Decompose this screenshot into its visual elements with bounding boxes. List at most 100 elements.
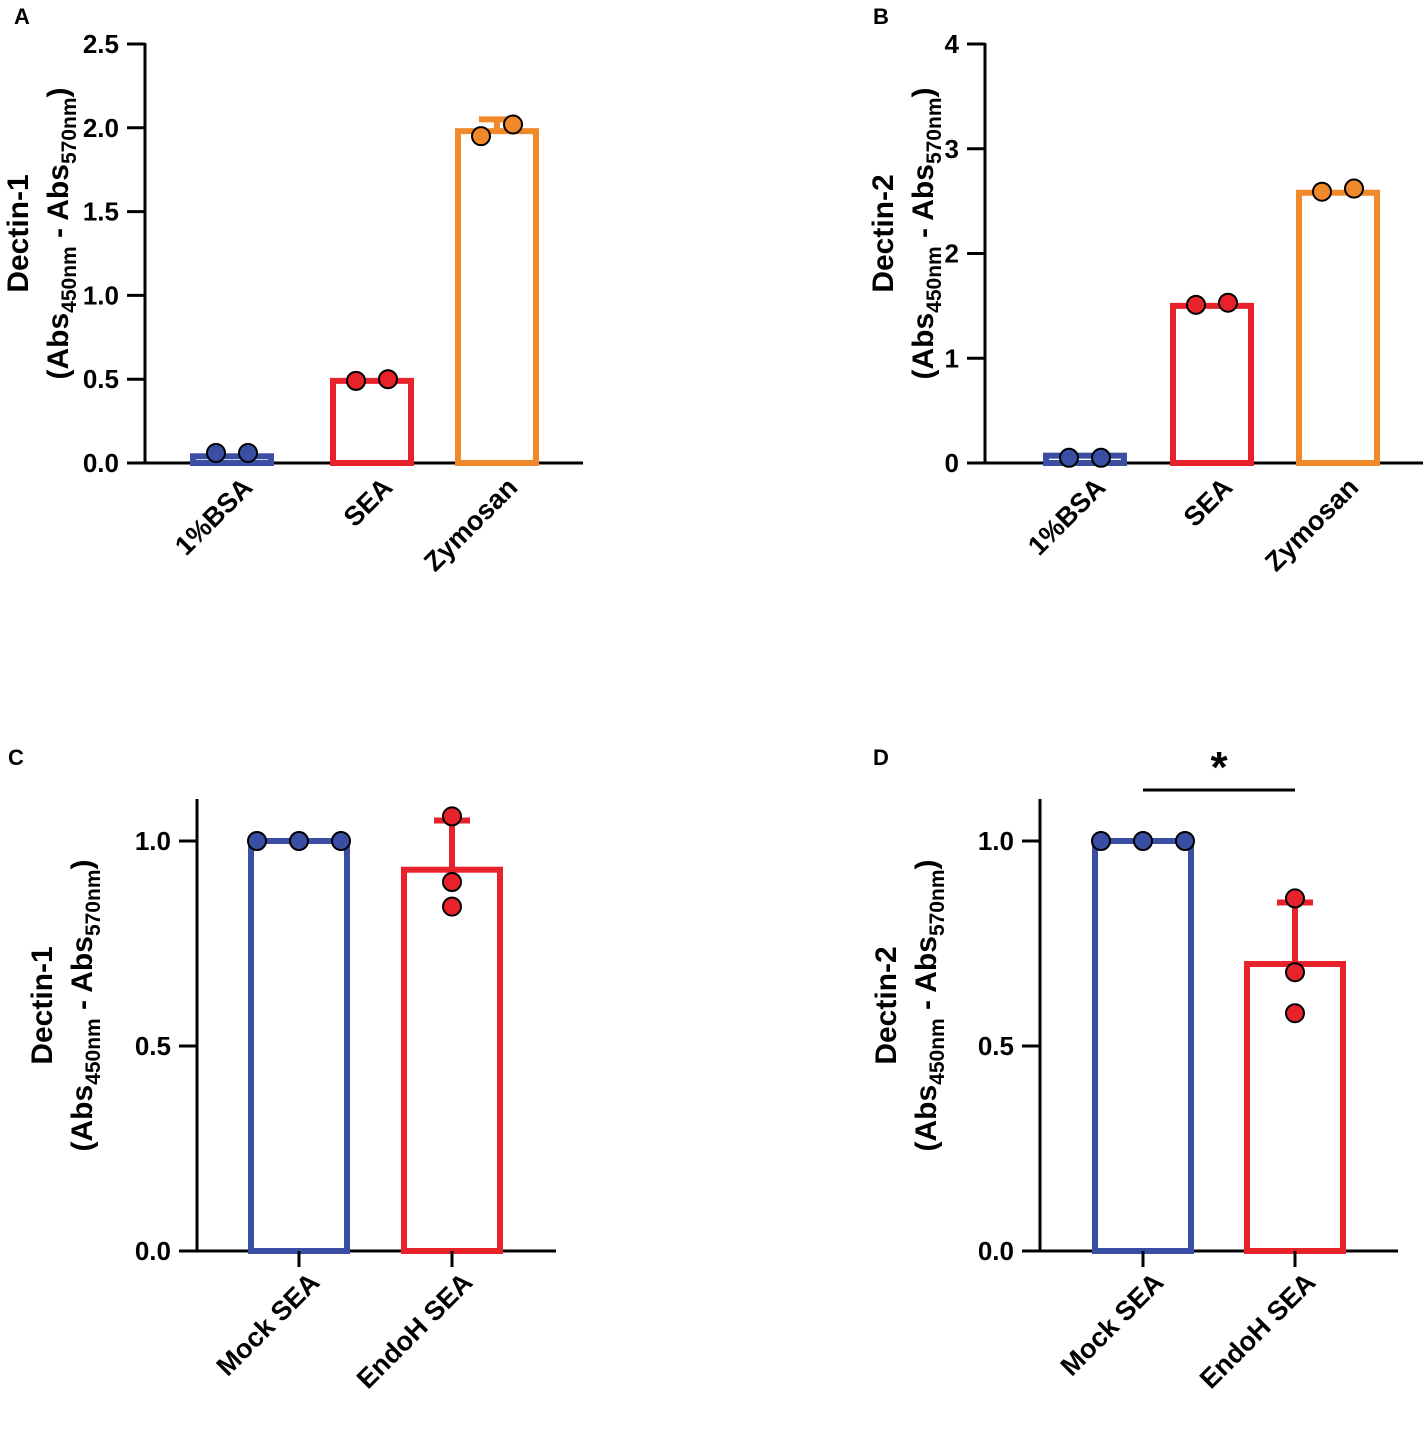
category-label: 1%BSA — [1022, 472, 1111, 561]
panel-label: D — [873, 745, 889, 770]
data-point — [206, 442, 226, 463]
category-label-group: Mock SEA — [211, 1267, 326, 1382]
y-axis-title-part: 570nm — [923, 98, 946, 165]
y-tick-label: 2.5 — [83, 29, 119, 59]
category-label: Mock SEA — [211, 1267, 326, 1382]
bar-0 — [190, 453, 274, 466]
category-label-group: 1%BSA — [1022, 472, 1111, 561]
y-tick-label: 2 — [945, 239, 959, 269]
data-point — [471, 126, 491, 147]
y-axis-title-part: ) — [66, 860, 99, 870]
data-point — [1312, 181, 1332, 202]
y-axis-title: Dectin-1(Abs450nm - Abs570nm) — [26, 860, 105, 1152]
data-point — [1091, 447, 1111, 468]
y-axis-title-part: (Abs — [66, 1085, 99, 1152]
y-tick-label: 2.0 — [83, 113, 119, 143]
category-label: 1%BSA — [169, 472, 258, 561]
category-label-group: Zymosan — [1259, 472, 1364, 577]
bar-1 — [1170, 302, 1254, 466]
bar-0 — [1043, 452, 1127, 467]
data-point — [1091, 831, 1111, 851]
data-point — [442, 806, 462, 827]
y-axis-title-part: ) — [42, 88, 75, 98]
y-axis-title-part: 570nm — [58, 98, 81, 165]
bar-2 — [455, 128, 539, 466]
chart-panel-a: A 0.0 0.5 1.0 1.5 2.0 2.5 Dectin-1(Abs450nm - A… — [2, 4, 583, 577]
category-label-group: EndoH SEA — [351, 1267, 478, 1394]
category-label: EndoH SEA — [1194, 1267, 1321, 1394]
category-label-group: Zymosan — [418, 472, 523, 577]
y-axis-title-line1: Dectin-1 — [26, 946, 59, 1064]
y-axis-title-part: ) — [910, 860, 943, 870]
y-tick-label: 4 — [945, 29, 960, 59]
y-axis-title-part: 450nm — [82, 1018, 105, 1085]
y-tick-label: 0.0 — [83, 448, 119, 478]
y-axis-title-part: - Abs — [42, 164, 75, 246]
panel-label: B — [873, 4, 889, 29]
y-axis-title-line1: Dectin-2 — [870, 946, 903, 1064]
y-tick-label: 3 — [945, 134, 959, 164]
data-point — [1133, 831, 1153, 851]
bar-2 — [1296, 189, 1380, 466]
y-axis-title-part: 450nm — [923, 246, 946, 313]
y-tick-label: 1.0 — [83, 280, 119, 310]
category-label: SEA — [1178, 472, 1238, 532]
y-axis-title-part: - Abs — [910, 936, 943, 1018]
category-label-group: SEA — [1178, 472, 1238, 532]
y-tick-label: 0.0 — [978, 1236, 1014, 1266]
category-label: EndoH SEA — [351, 1267, 478, 1394]
chart-panel-b: B 0 1 2 3 4 Dectin-2(Abs450nm - Abs570nm) 1%BSA… — [867, 4, 1423, 577]
data-point — [346, 370, 366, 391]
data-point — [1285, 1003, 1305, 1024]
data-point — [1285, 888, 1305, 909]
data-point — [289, 831, 309, 851]
chart-panel-d: D 0.0 0.5 1.0 Dectin-2(Abs450nm - Abs570nm) M… — [870, 743, 1398, 1394]
data-point — [1344, 178, 1364, 199]
data-point — [238, 442, 258, 463]
data-point — [1186, 294, 1206, 315]
data-point — [378, 369, 398, 390]
data-point — [1218, 292, 1238, 313]
data-point — [442, 872, 462, 892]
significance-marker: * — [1210, 743, 1228, 792]
category-label-group: SEA — [338, 472, 398, 532]
panel-label: C — [8, 745, 24, 770]
category-label-group: Mock SEA — [1055, 1267, 1170, 1382]
y-tick-label: 0.0 — [135, 1236, 171, 1266]
y-axis-title-part: 570nm — [82, 870, 105, 937]
category-label: Zymosan — [1259, 472, 1364, 577]
y-axis-title-line2: (Abs450nm - Abs570nm) — [907, 88, 946, 380]
y-tick-label: 0 — [945, 448, 959, 478]
y-axis-title-line2: (Abs450nm - Abs570nm) — [910, 860, 949, 1152]
y-axis-title-line1: Dectin-1 — [2, 174, 35, 292]
data-point — [503, 114, 523, 135]
y-axis-title-part: (Abs — [42, 313, 75, 380]
y-axis-title: Dectin-2(Abs450nm - Abs570nm) — [867, 88, 946, 380]
category-label-group: 1%BSA — [169, 472, 258, 561]
y-axis-title-part: 570nm — [926, 870, 949, 937]
bar-0 — [1092, 838, 1194, 1254]
y-tick-label: 1.5 — [83, 197, 119, 227]
y-axis-title-line2: (Abs450nm - Abs570nm) — [42, 88, 81, 380]
y-axis-title: Dectin-2(Abs450nm - Abs570nm) — [870, 860, 949, 1152]
y-axis-title-part: (Abs — [910, 1085, 943, 1152]
y-tick-label: 1.0 — [135, 826, 171, 856]
y-axis-title-line2: (Abs450nm - Abs570nm) — [66, 860, 105, 1152]
bar-0 — [248, 838, 350, 1254]
y-axis-title-part: ) — [907, 88, 940, 98]
y-axis-title-line1: Dectin-2 — [867, 174, 900, 292]
y-tick-label: 1 — [945, 343, 959, 373]
y-tick-label: 1.0 — [978, 826, 1014, 856]
bar-1 — [330, 377, 414, 467]
y-axis-title-part: 450nm — [58, 246, 81, 313]
category-label: SEA — [338, 472, 398, 532]
data-point — [1059, 447, 1079, 468]
y-axis-title-part: 450nm — [926, 1018, 949, 1085]
y-axis-title-part: (Abs — [907, 313, 940, 380]
panel-label: A — [14, 4, 30, 29]
data-point — [442, 896, 462, 917]
category-label: Mock SEA — [1055, 1267, 1170, 1382]
y-tick-label: 0.5 — [83, 364, 119, 394]
category-label: Zymosan — [418, 472, 523, 577]
y-axis-title-part: - Abs — [907, 164, 940, 246]
